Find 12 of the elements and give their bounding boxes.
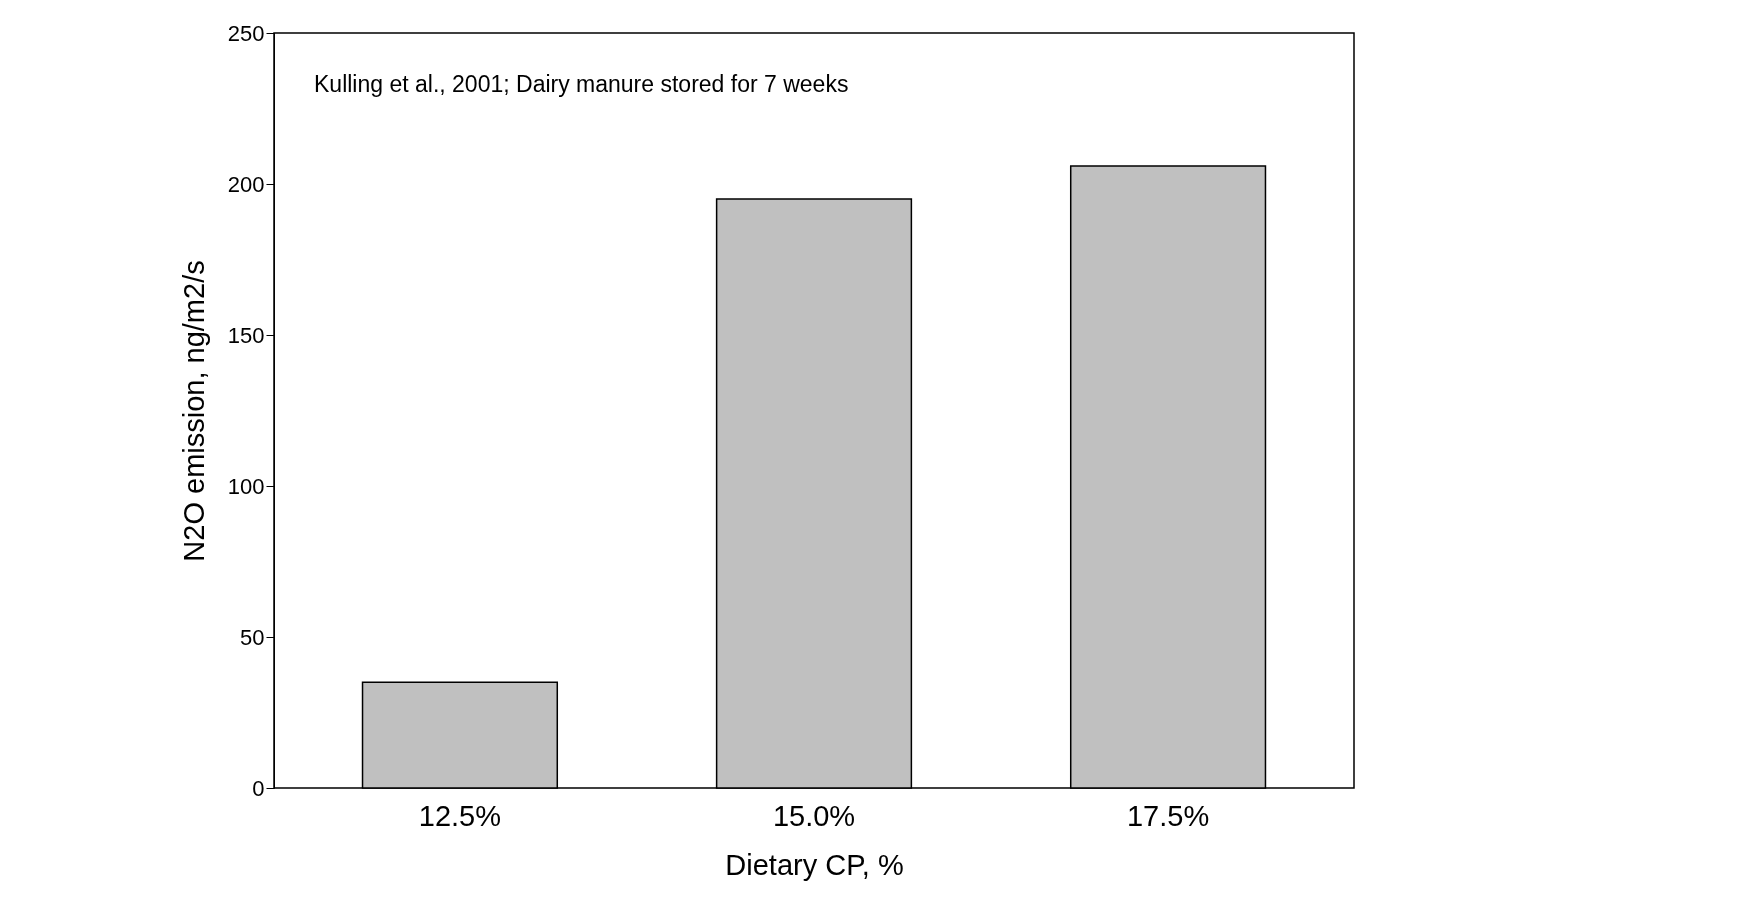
y-axis-title: N2O emission, ng/m2/s (177, 260, 210, 562)
y-tick-label: 0 (252, 775, 265, 801)
x-tick-label: 17.5% (1126, 799, 1210, 832)
y-tick-label: 150 (227, 322, 265, 348)
y-tick-label: 50 (240, 624, 265, 650)
x-tick-label: 12.5% (418, 799, 502, 832)
x-tick-label: 15.0% (772, 799, 856, 832)
annotation: Kulling et al., 2001; Dairy manure stored for 7 weeks (314, 71, 849, 97)
y-tick-label: 250 (227, 20, 265, 46)
x-axis-title: Dietary CP, % (725, 848, 904, 881)
y-tick-label: 100 (227, 473, 265, 499)
y-tick-label: 200 (227, 171, 265, 197)
